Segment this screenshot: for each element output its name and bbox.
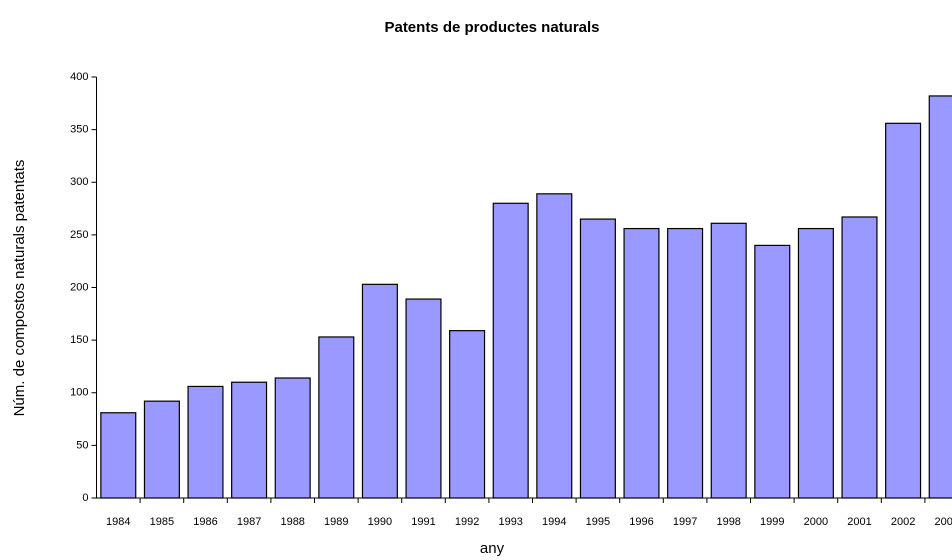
bar — [274, 377, 311, 499]
bar — [797, 227, 834, 499]
y-tick-label: 200 — [70, 281, 88, 293]
y-tick-label: 400 — [70, 71, 88, 83]
x-tick-label: 1993 — [498, 516, 522, 528]
bar — [318, 336, 355, 499]
x-tick-label: 1997 — [673, 516, 697, 528]
chart-title: Patents de productes naturals — [384, 19, 599, 36]
x-axis-title: any — [480, 540, 505, 557]
x-tick-label: 1986 — [193, 516, 217, 528]
y-tick-label: 350 — [70, 124, 88, 136]
x-tick-label: 1991 — [411, 516, 435, 528]
bar — [361, 283, 398, 499]
x-tick-label: 1995 — [586, 516, 610, 528]
x-tick-label: 1989 — [324, 516, 348, 528]
bar — [841, 216, 878, 499]
bar — [449, 330, 486, 499]
x-tick-label: 2003 — [934, 516, 952, 528]
y-axis-title: Núm. de compostos naturals patentats — [11, 160, 28, 417]
bar — [536, 193, 573, 499]
x-tick-label: 1984 — [106, 516, 130, 528]
bar — [143, 400, 180, 499]
bar — [492, 202, 529, 499]
bar — [623, 227, 660, 499]
x-tick-label: 1985 — [150, 516, 174, 528]
x-tick-label: 1996 — [629, 516, 653, 528]
x-tick-label: 1999 — [760, 516, 784, 528]
bar — [928, 95, 952, 499]
y-tick-label: 50 — [76, 439, 88, 451]
bar — [579, 218, 616, 499]
x-tick-label: 1988 — [280, 516, 304, 528]
y-tick-label: 0 — [82, 492, 88, 504]
bar — [754, 244, 791, 499]
bar — [100, 412, 137, 499]
bar — [187, 385, 224, 499]
x-tick-label: 1998 — [716, 516, 740, 528]
y-tick-label: 150 — [70, 334, 88, 346]
x-tick-label: 2001 — [847, 516, 871, 528]
x-tick-label: 1990 — [368, 516, 392, 528]
bar — [885, 122, 922, 499]
y-tick-label: 300 — [70, 176, 88, 188]
x-tick-label: 1992 — [455, 516, 479, 528]
y-tick-label: 250 — [70, 229, 88, 241]
bar — [405, 298, 442, 499]
bar — [667, 227, 704, 499]
y-tick-label: 100 — [70, 387, 88, 399]
x-tick-label: 1987 — [237, 516, 261, 528]
x-tick-label: 2002 — [891, 516, 915, 528]
bar — [710, 222, 747, 499]
x-tick-label: 1994 — [542, 516, 566, 528]
x-tick-label: 2000 — [804, 516, 828, 528]
bar — [231, 381, 268, 499]
